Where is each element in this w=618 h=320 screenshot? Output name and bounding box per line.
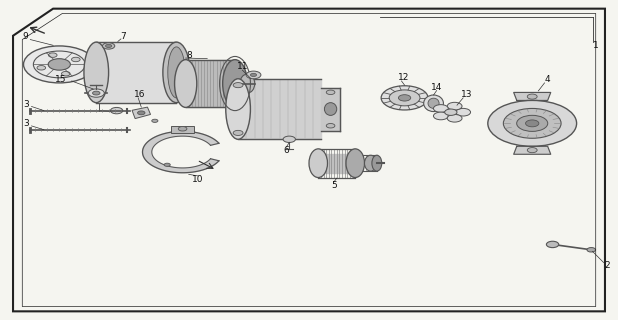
Ellipse shape xyxy=(174,60,197,108)
Circle shape xyxy=(164,163,171,166)
Text: 7: 7 xyxy=(120,32,125,41)
Text: 3: 3 xyxy=(23,100,30,109)
Polygon shape xyxy=(321,87,340,131)
Polygon shape xyxy=(514,92,551,100)
Circle shape xyxy=(106,44,112,48)
Text: 10: 10 xyxy=(192,175,204,184)
Circle shape xyxy=(103,43,115,49)
Ellipse shape xyxy=(240,74,255,93)
Circle shape xyxy=(37,66,46,70)
Ellipse shape xyxy=(346,149,365,178)
Circle shape xyxy=(455,108,470,116)
Ellipse shape xyxy=(365,155,377,171)
Circle shape xyxy=(250,73,256,76)
Ellipse shape xyxy=(222,60,247,108)
Text: 8: 8 xyxy=(186,51,192,60)
Circle shape xyxy=(389,90,420,106)
Polygon shape xyxy=(132,107,151,119)
Ellipse shape xyxy=(324,103,337,116)
Circle shape xyxy=(503,108,561,138)
Circle shape xyxy=(399,95,411,101)
Circle shape xyxy=(525,120,539,127)
Ellipse shape xyxy=(309,149,328,178)
Circle shape xyxy=(246,71,261,79)
Polygon shape xyxy=(185,60,235,108)
Circle shape xyxy=(233,130,243,135)
Text: 11: 11 xyxy=(237,62,248,71)
Circle shape xyxy=(283,136,295,142)
Polygon shape xyxy=(96,42,176,103)
Circle shape xyxy=(447,115,462,122)
Circle shape xyxy=(93,91,100,95)
Circle shape xyxy=(111,108,123,114)
Text: 14: 14 xyxy=(431,83,442,92)
Circle shape xyxy=(178,126,187,131)
Text: 3: 3 xyxy=(23,119,30,128)
Circle shape xyxy=(527,148,537,153)
Circle shape xyxy=(48,53,57,57)
Circle shape xyxy=(152,119,158,123)
Circle shape xyxy=(88,89,104,97)
Circle shape xyxy=(445,109,457,116)
Text: 5: 5 xyxy=(331,181,337,190)
Circle shape xyxy=(62,71,70,76)
Ellipse shape xyxy=(168,47,185,98)
Circle shape xyxy=(546,241,559,248)
Ellipse shape xyxy=(84,42,109,103)
Circle shape xyxy=(517,115,548,132)
Text: 13: 13 xyxy=(460,90,472,99)
Polygon shape xyxy=(143,131,219,173)
Text: 6: 6 xyxy=(283,146,289,155)
Ellipse shape xyxy=(163,42,190,103)
Circle shape xyxy=(527,94,537,99)
Circle shape xyxy=(447,102,462,110)
Circle shape xyxy=(326,124,335,128)
Ellipse shape xyxy=(424,95,444,112)
Circle shape xyxy=(138,111,145,115)
Ellipse shape xyxy=(226,79,250,139)
Circle shape xyxy=(433,112,448,120)
Text: 15: 15 xyxy=(56,75,67,84)
Ellipse shape xyxy=(372,155,382,171)
Text: 1: 1 xyxy=(593,41,599,51)
Circle shape xyxy=(23,46,95,83)
Text: 12: 12 xyxy=(397,73,409,82)
Text: 4: 4 xyxy=(545,75,551,84)
Text: 9: 9 xyxy=(22,32,28,41)
Bar xyxy=(172,126,193,133)
Circle shape xyxy=(381,86,428,110)
Circle shape xyxy=(233,83,243,88)
Text: 16: 16 xyxy=(133,90,145,99)
Polygon shape xyxy=(514,146,551,154)
Circle shape xyxy=(326,90,335,94)
Circle shape xyxy=(72,57,80,62)
Circle shape xyxy=(587,248,596,252)
Circle shape xyxy=(433,105,448,112)
Circle shape xyxy=(48,59,70,70)
Polygon shape xyxy=(238,79,321,139)
Text: 2: 2 xyxy=(604,261,609,270)
Polygon shape xyxy=(318,154,355,173)
Circle shape xyxy=(488,100,577,146)
Ellipse shape xyxy=(428,98,439,108)
